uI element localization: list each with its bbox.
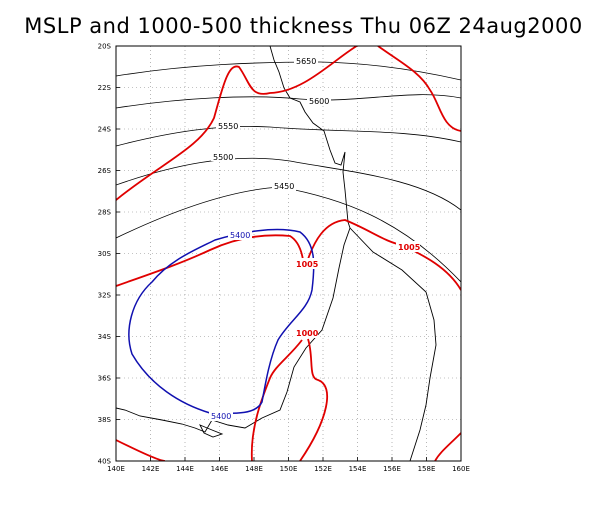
mslp-isobar <box>116 46 359 201</box>
isobar-label: 1005 <box>296 260 319 269</box>
lat-lon-grid <box>116 46 461 461</box>
x-tick-label: 146E <box>211 465 229 473</box>
x-tick-label: 154E <box>349 465 367 473</box>
x-tick-label: 148E <box>245 465 263 473</box>
x-tick-label: 144E <box>176 465 194 473</box>
mslp-isobar <box>305 219 461 291</box>
x-tick-label: 158E <box>418 465 436 473</box>
y-tick-label: 26S <box>98 167 112 175</box>
y-tick-label: 36S <box>98 375 112 383</box>
y-tick-label: 32S <box>98 292 112 300</box>
contour-label: 5500 <box>213 153 233 162</box>
y-tick-label: 30S <box>98 250 112 258</box>
mslp-isobar <box>116 439 166 461</box>
thickness-contour-5550 <box>116 125 461 147</box>
x-tick-label: 142E <box>142 465 160 473</box>
map-title: MSLP and 1000-500 thickness Thu 06Z 24au… <box>24 14 583 38</box>
y-tick-label: 38S <box>98 416 112 424</box>
contour-label: 5400 <box>211 412 231 421</box>
mslp-isobar <box>250 339 303 461</box>
coastline <box>349 227 437 461</box>
mslp-isobar <box>434 432 461 461</box>
x-tick-label: 160E <box>452 465 470 473</box>
contour-label: 5650 <box>296 57 316 66</box>
x-axis-ticks: 140E 142E 144E 146E 148E 150E 152E 154E 156E 158E… <box>107 457 470 473</box>
y-tick-label: 34S <box>98 333 112 341</box>
thickness-contour-5500 <box>116 157 461 211</box>
contour-label: 5550 <box>218 122 238 131</box>
y-tick-label: 40S <box>98 458 112 466</box>
isobar-label: 1005 <box>398 243 421 252</box>
x-tick-label: 150E <box>280 465 298 473</box>
y-tick-label: 24S <box>98 126 112 134</box>
y-tick-label: 20S <box>98 43 112 51</box>
isobar-label: 1000 <box>296 329 319 338</box>
x-tick-label: 156E <box>383 465 401 473</box>
thickness-contour-5400 <box>128 228 315 415</box>
x-tick-label: 140E <box>107 465 125 473</box>
y-axis-ticks: 20S 22S 24S 26S 28S 30S 32S 34S 36S 38S 40S <box>98 43 120 466</box>
y-tick-label: 28S <box>98 209 112 217</box>
y-tick-label: 22S <box>98 84 112 92</box>
x-tick-label: 152E <box>314 465 332 473</box>
coastline <box>199 424 224 438</box>
contour-label: 5400 <box>230 231 250 240</box>
contour-label: 5600 <box>309 97 329 106</box>
mslp-isobar <box>377 46 461 132</box>
thickness-contour-5600 <box>116 94 461 109</box>
mslp-isobar <box>299 338 329 461</box>
contour-label: 5450 <box>274 182 294 191</box>
